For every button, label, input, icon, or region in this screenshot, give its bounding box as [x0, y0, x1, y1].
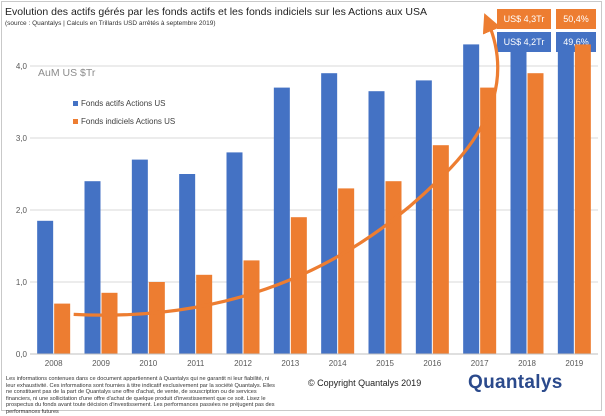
y-tick-label: 4,0	[16, 62, 28, 71]
legend-swatch-0	[73, 101, 78, 106]
bar-active-2010	[131, 159, 148, 354]
y-tick-label: 0,0	[16, 350, 28, 359]
x-tick-label: 2008	[45, 359, 63, 368]
bar-active-2019	[557, 51, 574, 354]
bar-active-2018	[510, 48, 527, 354]
bar-passive-2016	[432, 145, 449, 354]
x-tick-label: 2011	[187, 359, 205, 368]
chart-subtitle: (source : Quantalys | Calculs en Trillar…	[5, 20, 216, 27]
x-tick-label: 2017	[471, 359, 489, 368]
bar-passive-2017	[480, 87, 497, 354]
bar-active-2012	[226, 152, 243, 354]
trend-arrow	[73, 13, 501, 317]
bar-passive-2012	[243, 260, 260, 354]
x-tick-label: 2014	[329, 359, 347, 368]
disclaimer-text: Les informations contenues dans ce docum…	[6, 376, 275, 415]
bar-active-2015	[368, 91, 385, 354]
bar-passive-2013	[290, 217, 307, 354]
bar-active-2016	[415, 80, 432, 355]
legend-swatch-1	[73, 119, 78, 124]
chart-inner-title: AuM US $Tr	[38, 67, 96, 79]
active-value-callout: US$ 4,2Tr	[497, 32, 551, 52]
chart-frame	[1, 1, 602, 411]
bar-active-2014	[321, 73, 338, 354]
bar-passive-2009	[101, 292, 118, 354]
bar-passive-2010	[148, 282, 165, 354]
bar-active-2008	[37, 220, 54, 354]
x-tick-label: 2019	[565, 359, 583, 368]
bar-passive-2015	[385, 181, 402, 354]
passive-share-callout: 50,4%	[556, 9, 596, 29]
bar-active-2017	[463, 44, 480, 355]
copyright-text: © Copyright Quantalys 2019	[308, 378, 422, 388]
x-tick-label: 2012	[234, 359, 252, 368]
x-tick-label: 2010	[139, 359, 157, 368]
bar-passive-2008	[54, 303, 71, 354]
x-tick-label: 2016	[423, 359, 441, 368]
x-tick-label: 2018	[518, 359, 536, 368]
x-tick-label: 2015	[376, 359, 394, 368]
y-tick-label: 2,0	[16, 206, 28, 215]
bar-passive-2018	[527, 73, 544, 354]
legend-label-1: Fonds indiciels Actions US	[81, 117, 175, 126]
chart-title: Evolution des actifs gérés par les fonds…	[5, 6, 427, 18]
bar-active-2011	[179, 174, 196, 354]
passive-value-callout: US$ 4,3Tr	[497, 9, 551, 29]
y-tick-label: 3,0	[16, 134, 28, 143]
x-tick-label: 2009	[92, 359, 110, 368]
bar-active-2013	[273, 87, 290, 354]
legend-label-0: Fonds actifs Actions US	[81, 99, 165, 108]
bar-active-2009	[84, 181, 101, 354]
y-tick-label: 1,0	[16, 278, 28, 287]
bar-passive-2014	[338, 188, 355, 354]
quantalys-logo: Quantalys	[468, 372, 563, 393]
bar-passive-2019	[574, 44, 591, 355]
bar-passive-2011	[196, 274, 213, 354]
x-tick-label: 2013	[281, 359, 299, 368]
